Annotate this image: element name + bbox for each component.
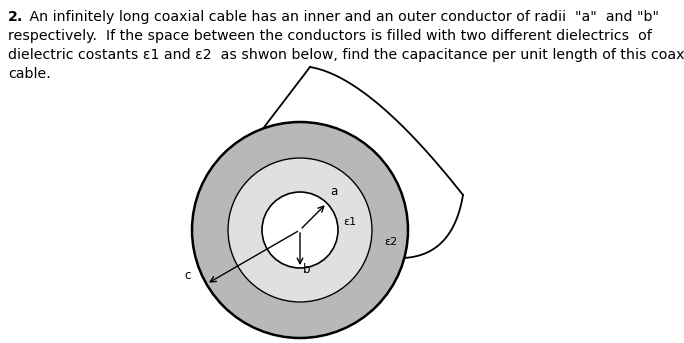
Text: ε1: ε1 bbox=[343, 217, 356, 227]
Text: An infinitely long coaxial cable has an inner and an outer conductor of radii  ": An infinitely long coaxial cable has an … bbox=[25, 10, 659, 24]
Text: a: a bbox=[330, 185, 337, 198]
Text: b: b bbox=[303, 263, 311, 276]
Circle shape bbox=[262, 192, 338, 268]
Text: 2.: 2. bbox=[8, 10, 23, 24]
Text: respectively.  If the space between the conductors is filled with two different : respectively. If the space between the c… bbox=[8, 29, 652, 43]
Text: ε2: ε2 bbox=[384, 237, 397, 247]
Circle shape bbox=[228, 158, 372, 302]
Text: c: c bbox=[185, 269, 191, 282]
Text: cable.: cable. bbox=[8, 67, 51, 81]
Circle shape bbox=[192, 122, 408, 338]
Text: dielectric costants ε1 and ε2  as shwon below, find the capacitance per unit len: dielectric costants ε1 and ε2 as shwon b… bbox=[8, 48, 684, 62]
